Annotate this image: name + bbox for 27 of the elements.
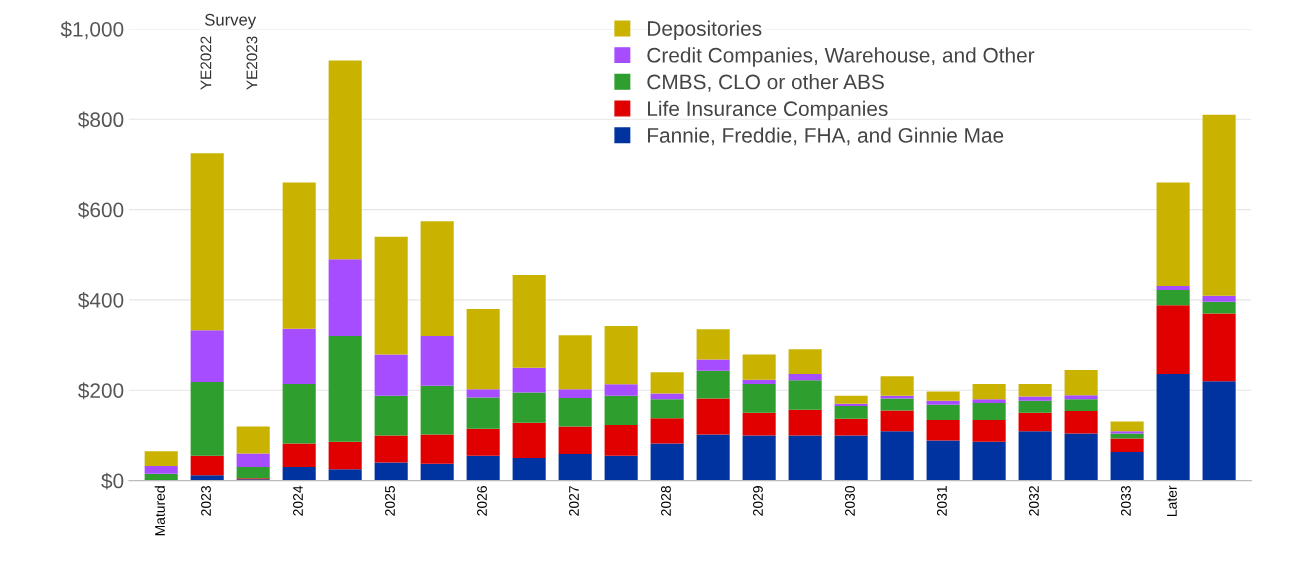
x-tick-label: 2026 [477,486,487,516]
x-tick-label: 2032 [1029,486,1039,516]
x-tick-label: Matured [154,486,165,536]
legend-label: Fannie, Freddie, FHA, and Ginnie Mae [648,127,1004,146]
x-tick-label: 2025 [385,486,395,516]
x-tick-label: 2024 [293,485,303,516]
x-tick-label: 2027 [569,486,579,516]
legend-label: CMBS, CLO or other ABS [647,74,884,92]
y-tick-label: $1,000 [60,21,124,40]
x-tick-label: Later [1167,485,1177,516]
y-tick-label: $200 [78,382,124,400]
x-tick-label: 2030 [845,485,855,516]
legend-label: Depositories [648,20,762,41]
annotation: YE2022 [200,36,212,90]
x-tick-label: 2028 [661,486,671,516]
y-tick-label: $400 [78,292,124,309]
legend-label: Life Insurance Companies [648,100,888,121]
x-tick-label: 2023 [201,486,211,516]
y-tick-label: $800 [78,111,124,129]
annotation: Survey [205,13,257,29]
y-tick-label: $0 [101,472,124,490]
x-tick-label: 2033 [1121,486,1131,516]
legend-label: Credit Companies, Warehouse, and Other [647,47,1035,67]
x-tick-label: 2031 [937,486,947,516]
x-tick-label: 2029 [753,486,763,516]
annotation: YE2023 [246,36,258,90]
y-tick-label: $600 [78,201,124,219]
